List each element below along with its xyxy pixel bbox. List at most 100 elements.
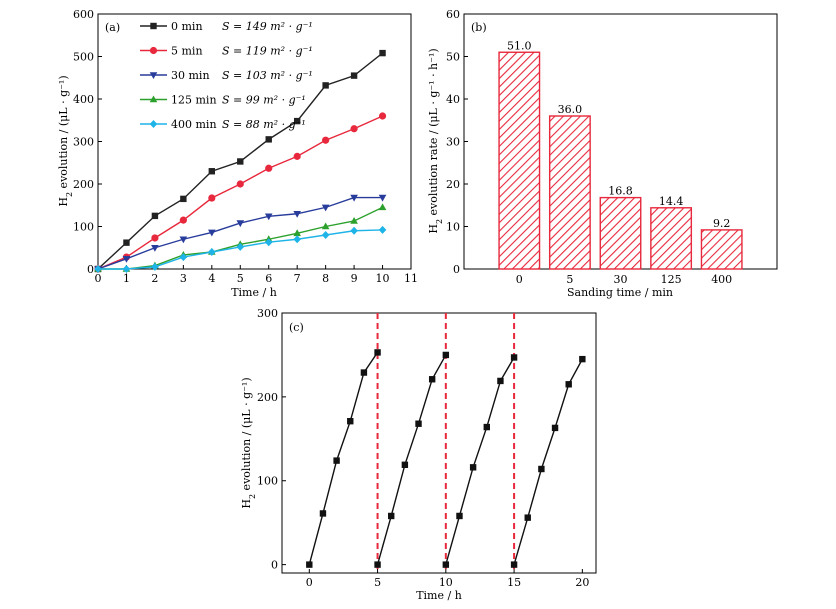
- panel-a-data-point: [322, 136, 330, 144]
- legend-series-name: 125 min: [171, 94, 217, 107]
- panel-a-x-tick-label: 8: [322, 272, 329, 285]
- panel-b-bar: [700, 229, 743, 270]
- panel-a-data-point: [151, 212, 159, 220]
- panel-c-y-tick-label: 0: [271, 559, 278, 572]
- panel-a-data-point: [122, 265, 131, 273]
- panel-b-bar-value-label: 16.8: [608, 185, 633, 198]
- panel-a-data-point: [350, 226, 358, 235]
- panel-a-data-point: [208, 168, 216, 175]
- legend-surface-area: S = 119 m² · g⁻¹: [222, 45, 313, 58]
- panel-a-x-axis-title: Time / h: [231, 286, 277, 299]
- panel-b-y-tick-label: 30: [446, 136, 460, 149]
- panel-a-data-point: [293, 235, 301, 244]
- panel-c-data-point: [333, 457, 340, 464]
- panel-c-data-point: [497, 377, 504, 385]
- panel-a-y-axis-title-h: H: [57, 197, 70, 207]
- panel-a-data-point: [180, 195, 187, 203]
- panel-c-data-point: [551, 424, 559, 432]
- legend-series-name: 30 min: [171, 69, 210, 82]
- panel-c-data-point: [442, 351, 450, 359]
- panel-c-data-point: [360, 369, 368, 376]
- panel-a-data-point: [236, 242, 245, 251]
- panel-c-cycle-line: [513, 358, 583, 565]
- panel-a-data-point: [151, 244, 159, 252]
- panel-b-y-tick-label: 10: [446, 221, 460, 234]
- panel-b-y-axis-title-h: H: [427, 224, 440, 234]
- panel-a-data-point: [350, 194, 358, 202]
- panel-c-y-axis-title-h: H: [240, 499, 253, 509]
- panel-a-series: [94, 49, 387, 273]
- panel-c-data-point: [374, 349, 381, 356]
- panel-b-ticks: 0 10 20 30 40 50 60 0 5 30 125 400: [446, 8, 732, 286]
- panel-a-data-point: [379, 49, 386, 57]
- panel-c-x-tick-label: 15: [507, 576, 521, 589]
- panel-c-x-axis-title: Time / h: [416, 589, 462, 602]
- panel-b-y-tick-label: 50: [446, 51, 460, 64]
- panel-c-cycle-line: [376, 354, 447, 565]
- panel-a-data-point: [293, 229, 301, 237]
- panel-a-data-point: [236, 220, 245, 228]
- legend-swatch-marker: [150, 22, 157, 30]
- panel-a-data-point: [322, 82, 329, 89]
- panel-a-data-point: [321, 231, 330, 239]
- panel-b-bar: [498, 51, 541, 270]
- panel-a-x-tick-label: 5: [237, 272, 244, 285]
- panel-a-data-point: [264, 213, 273, 221]
- panel-a-legend: 0 min S = 149 m² · g⁻¹ 5 min S = 119 m² · g…: [140, 20, 313, 131]
- legend-swatch-marker: [149, 72, 158, 79]
- panel-a-data-point: [378, 112, 387, 120]
- panel-a-data-point: [208, 229, 216, 237]
- panel-c-y-tick-label: 100: [257, 475, 278, 488]
- panel-a-x-tick-label: 9: [351, 272, 358, 285]
- panel-a-data-point: [350, 125, 358, 133]
- panel-b-label: (b): [471, 21, 487, 34]
- panel-b-y-tick-label: 60: [446, 8, 460, 21]
- panel-c-data-point: [306, 561, 313, 568]
- panel-a-y-tick-label: 0: [87, 263, 94, 276]
- panel-b-x-axis-title: Sanding time / min: [567, 286, 673, 299]
- panel-a-data-point: [265, 136, 272, 143]
- legend-swatch-marker: [149, 95, 158, 103]
- panel-a-x-tick-label: 7: [294, 272, 301, 285]
- legend-swatch-marker: [149, 120, 158, 128]
- panel-c-frame: [281, 312, 597, 574]
- panel-c-cycle-line: [445, 357, 515, 565]
- panel-a-data-point: [123, 239, 130, 246]
- panel-c-data-point: [401, 461, 409, 469]
- panel-a-data-point: [321, 204, 330, 212]
- panel-b-x-tick-label: 5: [566, 273, 573, 286]
- panel-a-x-tick-label: 1: [123, 272, 130, 285]
- panel-c-data-point: [456, 512, 463, 520]
- panel-c-cycle-line: [308, 352, 379, 565]
- panel-a-data-point: [208, 194, 216, 202]
- legend-surface-area: S = 149 m² · g⁻¹: [222, 20, 313, 33]
- panel-a-x-tick-label: 11: [404, 272, 418, 285]
- panel-a-data-point: [179, 253, 188, 262]
- panel-a-x-tick-label: 3: [180, 272, 187, 285]
- panel-c-data-point: [428, 376, 436, 383]
- panel-c-y-tick-label: 300: [257, 307, 278, 320]
- panel-a-x-tick-label: 6: [265, 272, 272, 285]
- panel-c-data-point: [565, 381, 572, 388]
- panel-a-y-axis-title-sub: 2: [65, 192, 74, 197]
- panel-c-data-point: [524, 514, 531, 521]
- panel-b-x-tick-label: 400: [711, 273, 732, 286]
- panel-c-x-tick-label: 5: [374, 576, 381, 589]
- panel-a-y-axis-title: H2 evolution / (μL · g⁻¹): [57, 75, 74, 206]
- panel-b-bar: [650, 207, 693, 270]
- panel-a-y-tick-label: 500: [73, 51, 94, 64]
- panel-a-data-point: [179, 236, 188, 244]
- panel-a-ticks: 0 1 2 3 4 5 6 7 8 9 10 11 0 100 200 300 400 500 600: [73, 8, 418, 285]
- panel-a-data-point: [350, 216, 358, 224]
- panel-a-data-point: [378, 203, 387, 211]
- panel-b-bar: [599, 196, 642, 270]
- panel-a-data-point: [236, 180, 244, 188]
- panel-b-y-tick-label: 20: [446, 178, 460, 191]
- panel-a-series-line: [98, 206, 383, 270]
- panel-b: (b) 0 10 20 30 40 50 60 0 5 30 125 400 51.0 36.0 16.8…: [427, 8, 778, 299]
- panel-a-y-tick-label: 300: [73, 136, 94, 149]
- panel-c-data-point: [388, 512, 395, 520]
- panel-c-data-point: [469, 464, 477, 471]
- panel-b-x-tick-label: 125: [661, 273, 682, 286]
